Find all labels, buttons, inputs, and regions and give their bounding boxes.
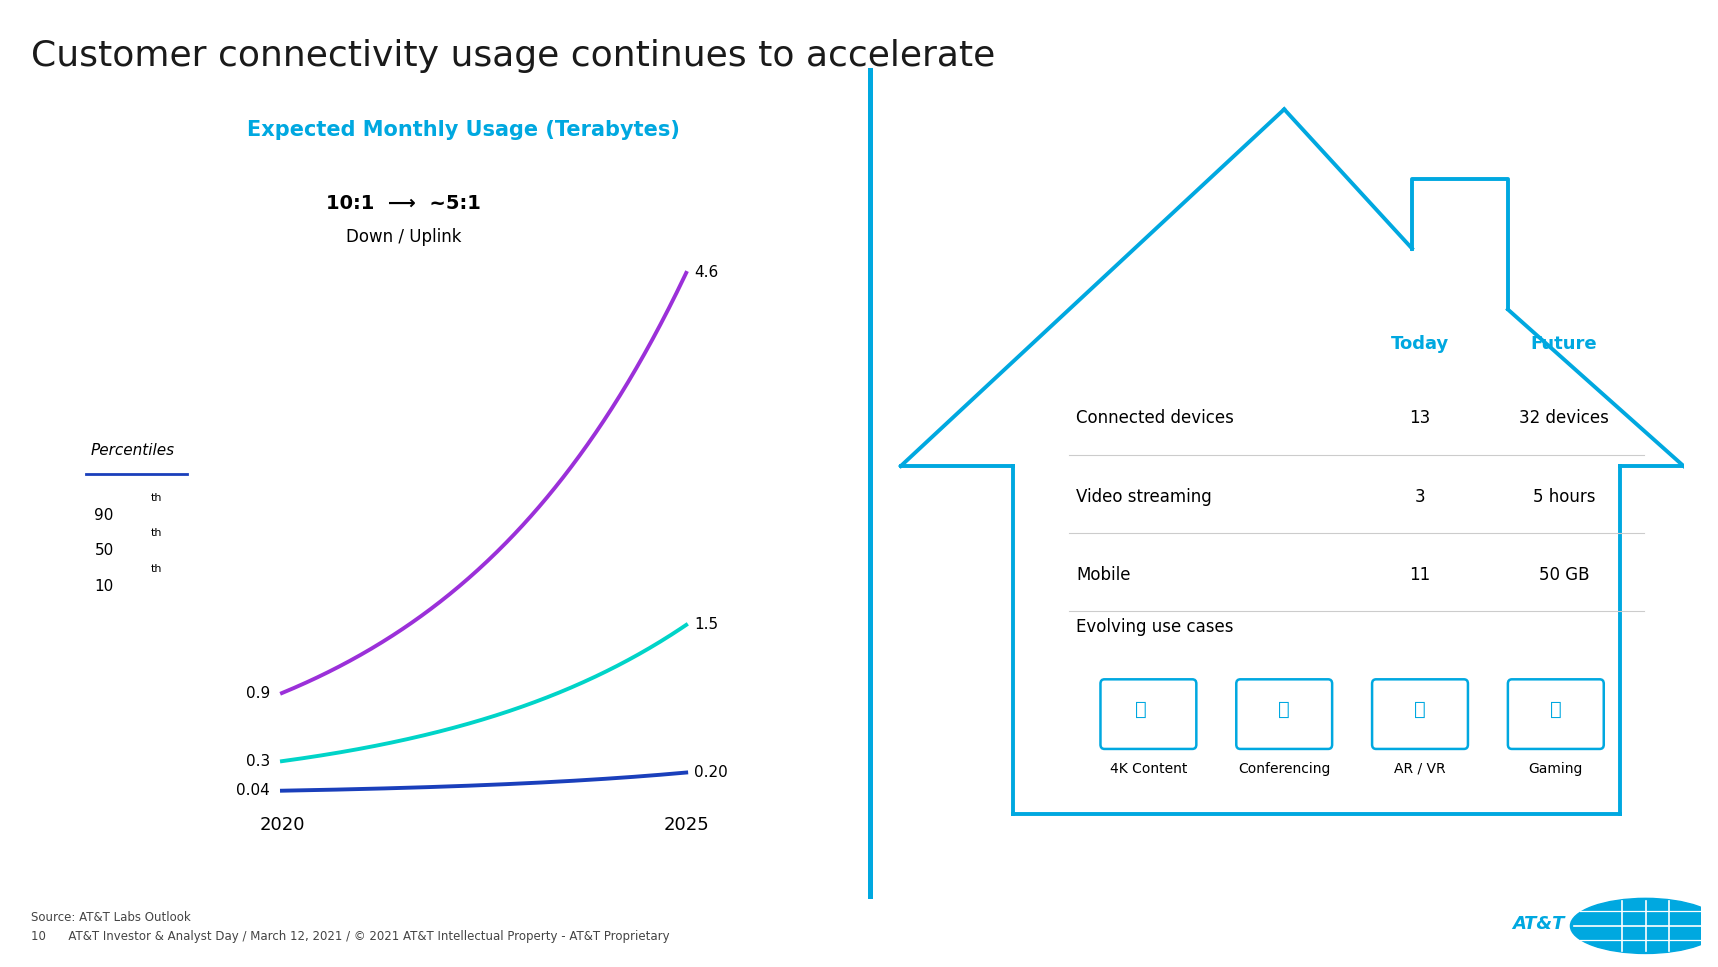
FancyBboxPatch shape xyxy=(1373,679,1467,748)
Text: 1.5: 1.5 xyxy=(694,617,718,632)
FancyBboxPatch shape xyxy=(1508,679,1603,748)
Text: Source: AT&T Labs Outlook: Source: AT&T Labs Outlook xyxy=(31,911,191,923)
Text: 💻: 💻 xyxy=(1278,700,1290,719)
Text: 11: 11 xyxy=(1409,566,1431,584)
Text: Percentiles: Percentiles xyxy=(91,443,174,457)
Text: Expected Monthly Usage (Terabytes): Expected Monthly Usage (Terabytes) xyxy=(247,120,680,140)
Text: 2020: 2020 xyxy=(259,816,304,834)
Text: 🥽: 🥽 xyxy=(1414,700,1426,719)
Text: 0.20: 0.20 xyxy=(694,765,728,780)
Text: 10:1  ⟶  ~5:1: 10:1 ⟶ ~5:1 xyxy=(326,193,481,213)
Text: Customer connectivity usage continues to accelerate: Customer connectivity usage continues to… xyxy=(31,39,995,73)
Text: 10: 10 xyxy=(94,579,113,594)
Text: 5 hours: 5 hours xyxy=(1532,487,1594,506)
Text: Down / Uplink: Down / Uplink xyxy=(345,228,462,246)
Text: th: th xyxy=(151,529,161,539)
Text: 4.6: 4.6 xyxy=(694,265,718,280)
Text: 90: 90 xyxy=(94,508,113,523)
Text: 3: 3 xyxy=(1414,487,1426,506)
Text: Mobile: Mobile xyxy=(1077,566,1130,584)
Text: Conferencing: Conferencing xyxy=(1239,762,1330,776)
Text: 🎮: 🎮 xyxy=(1550,700,1562,719)
Text: 50 GB: 50 GB xyxy=(1539,566,1589,584)
Text: th: th xyxy=(151,564,161,573)
Text: 0.3: 0.3 xyxy=(246,753,270,769)
Text: th: th xyxy=(151,493,161,503)
Text: 0.9: 0.9 xyxy=(246,686,270,700)
Text: 4K Content: 4K Content xyxy=(1110,762,1187,776)
Text: 13: 13 xyxy=(1409,409,1431,427)
Text: 32 devices: 32 devices xyxy=(1519,409,1608,427)
Text: Future: Future xyxy=(1531,336,1598,353)
Text: Evolving use cases: Evolving use cases xyxy=(1077,618,1234,636)
Text: Gaming: Gaming xyxy=(1529,762,1582,776)
Text: Today: Today xyxy=(1392,336,1450,353)
Text: 📺: 📺 xyxy=(1134,700,1146,719)
Text: Video streaming: Video streaming xyxy=(1077,487,1213,506)
Text: AR / VR: AR / VR xyxy=(1395,762,1447,776)
Text: AT&T: AT&T xyxy=(1512,916,1565,933)
FancyBboxPatch shape xyxy=(1237,679,1331,748)
FancyBboxPatch shape xyxy=(1101,679,1196,748)
Text: 50: 50 xyxy=(94,543,113,559)
Text: 0.04: 0.04 xyxy=(235,783,270,798)
Text: 10      AT&T Investor & Analyst Day / March 12, 2021 / © 2021 AT&T Intellectual : 10 AT&T Investor & Analyst Day / March 1… xyxy=(31,930,670,943)
Text: 2025: 2025 xyxy=(663,816,710,834)
Circle shape xyxy=(1570,898,1718,953)
Text: Connected devices: Connected devices xyxy=(1077,409,1234,427)
